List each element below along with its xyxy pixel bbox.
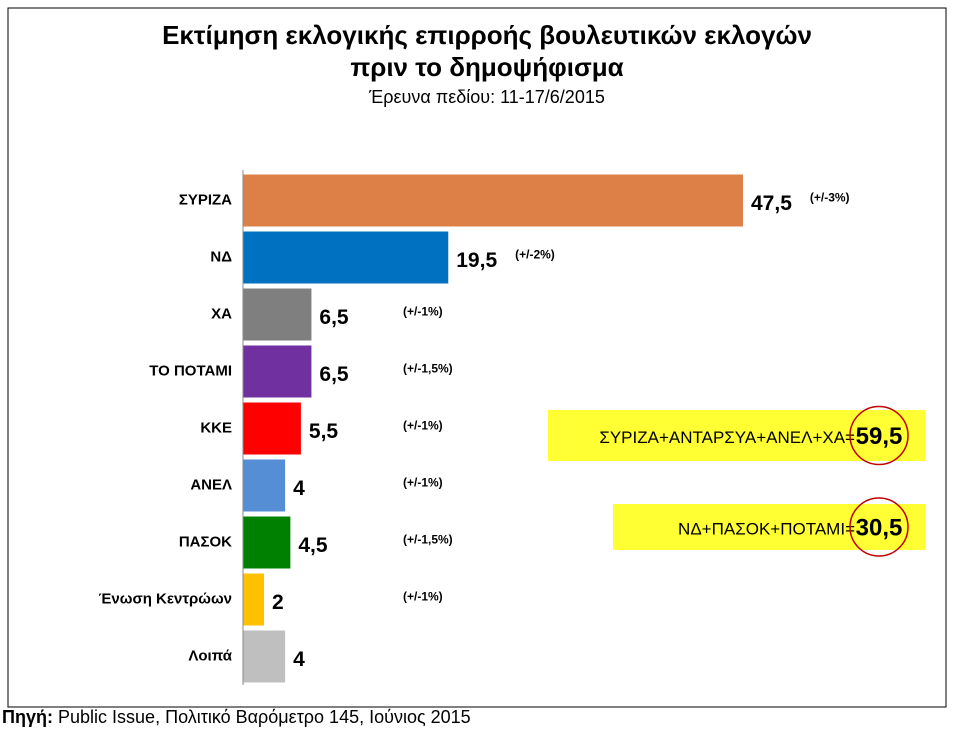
annotation-box [548, 410, 925, 461]
y-tick-label: Λοιπά [188, 647, 232, 664]
highlight-circle [849, 405, 909, 466]
value-label: 4,5 [298, 534, 328, 557]
chart-title: Εκτίμηση εκλογικής επιρροής βουλευτικών … [162, 20, 812, 50]
chart-title: πριν το δημοψήφισμα [350, 52, 623, 82]
annotation-total: 59,5 [856, 423, 903, 450]
source-text: Public Issue, Πολιτικό Βαρόμετρο 145, Ιο… [58, 707, 471, 727]
error-label: (+/-1%) [403, 590, 443, 604]
error-label: (+/-2%) [515, 248, 555, 262]
bar [243, 174, 743, 227]
y-tick-label: ΤΟ ΠΟΤΑΜΙ [149, 362, 232, 379]
y-tick-label: ΠΑΣΟΚ [179, 533, 232, 550]
y-tick-label: Ένωση Κεντρώων [99, 590, 232, 607]
bar [243, 516, 291, 569]
value-label: 6,5 [319, 306, 349, 329]
error-label: (+/-1,5%) [403, 533, 453, 547]
annotation-text: ΝΔ+ΠΑΣΟΚ+ΠΟΤΑΜΙ= [678, 519, 855, 538]
value-label: 4 [293, 648, 305, 671]
error-label: (+/-1,5%) [403, 362, 453, 376]
value-label: 5,5 [309, 420, 339, 443]
annotation-box [613, 504, 925, 550]
error-label: (+/-3%) [810, 191, 850, 205]
value-label: 47,5 [751, 192, 792, 215]
y-tick-label: ΑΝΕΛ [190, 476, 232, 493]
y-tick-label: ΧΑ [211, 305, 232, 322]
y-tick-label: ΚΚΕ [200, 419, 232, 436]
value-label: 19,5 [456, 249, 497, 272]
bar [243, 288, 312, 341]
chart-subtitle: Έρευνα πεδίου: 11-17/6/2015 [368, 87, 605, 107]
source: Πηγή: Public Issue, Πολιτικό Βαρόμετρο 1… [2, 707, 471, 727]
annotation-total: 30,5 [856, 514, 903, 541]
annotation-text: ΣΥΡΙΖΑ+ΑΝΤΑΡΣΥΑ+ΑΝΕΛ+ΧΑ= [599, 428, 855, 447]
bar [243, 459, 286, 512]
value-label: 4 [293, 477, 305, 500]
error-label: (+/-1%) [403, 476, 443, 490]
bar [243, 231, 449, 284]
frame [7, 7, 947, 708]
bar [243, 402, 301, 455]
bar [243, 573, 265, 626]
value-label: 2 [272, 591, 284, 614]
y-tick-label: ΝΔ [210, 248, 232, 265]
bar [243, 630, 286, 683]
highlight-circle [849, 497, 909, 557]
error-label: (+/-1%) [403, 419, 443, 433]
error-label: (+/-1%) [403, 305, 443, 319]
source-label: Πηγή: [2, 707, 53, 727]
value-label: 6,5 [319, 363, 349, 386]
bar [243, 345, 312, 398]
y-tick-label: ΣΥΡΙΖΑ [179, 191, 232, 208]
